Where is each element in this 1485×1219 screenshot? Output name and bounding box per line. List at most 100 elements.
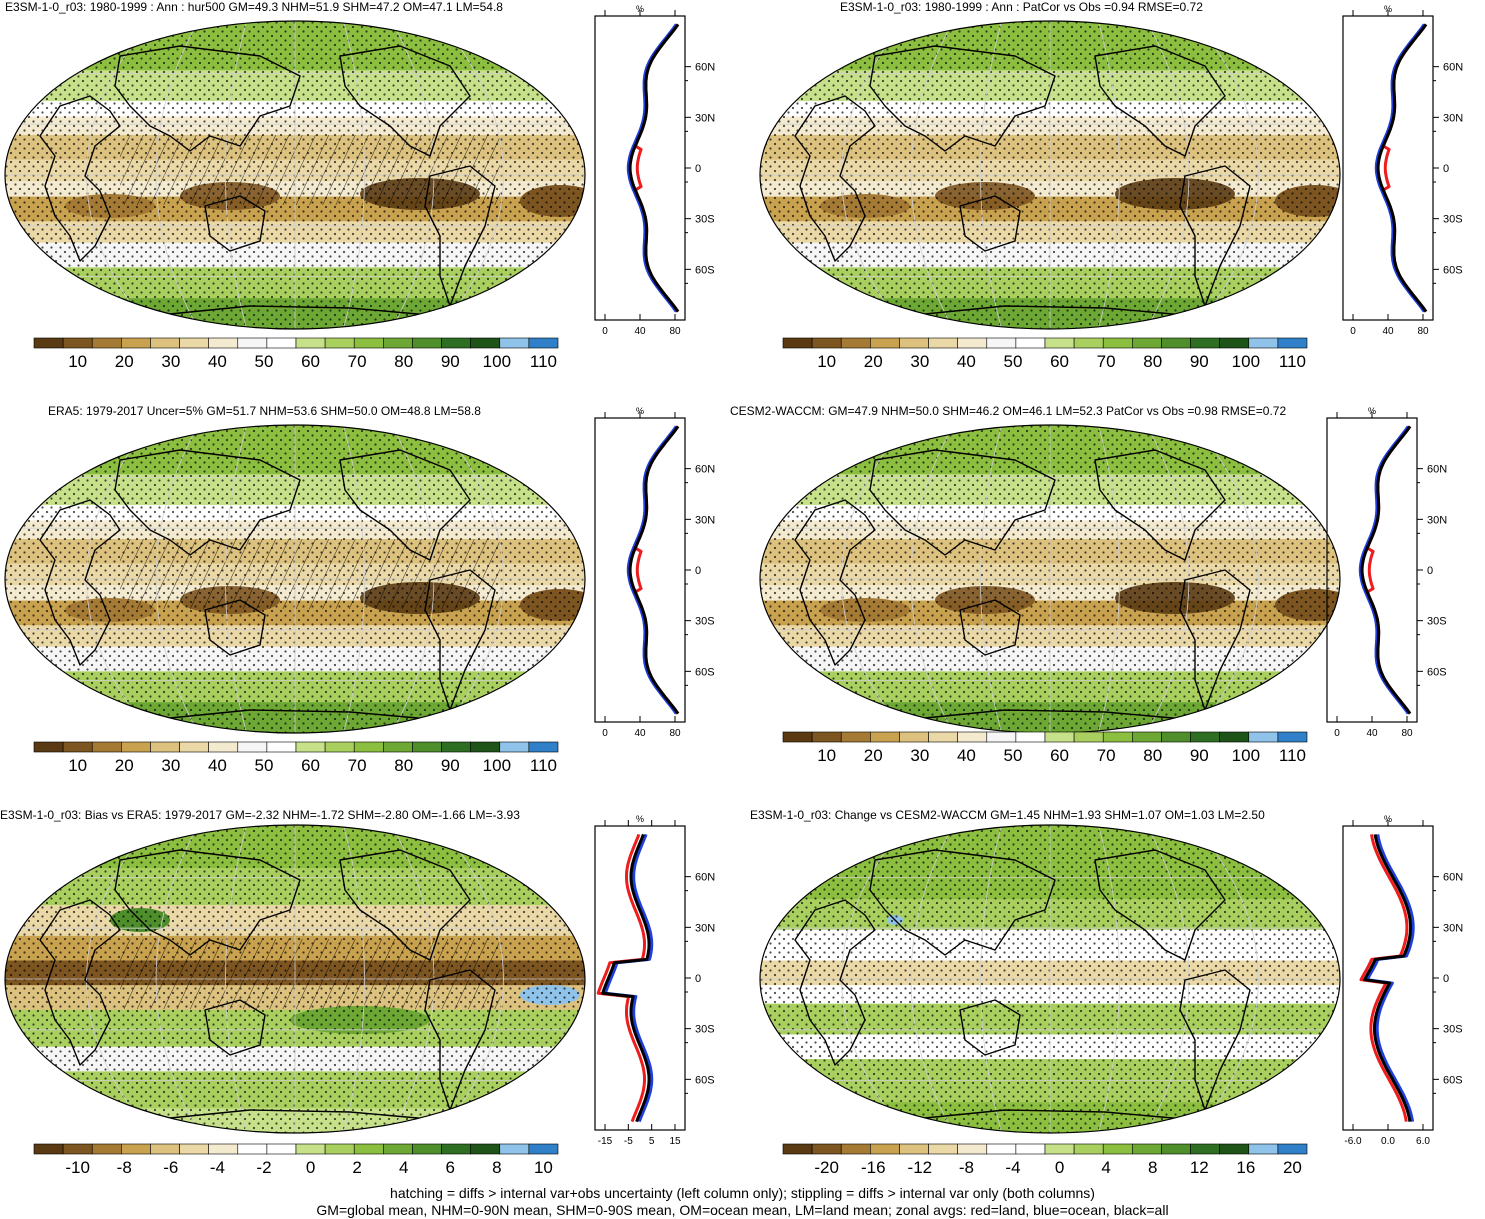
zonal-mean-plot: % 60N 30N 0 30S 60S 0 40 80 xyxy=(594,4,715,337)
zonal-lat-label: 30S xyxy=(1443,214,1463,226)
zonal-lat-label: 30S xyxy=(1427,616,1447,628)
figure-footnote: hatching = diffs > internal var+obs unce… xyxy=(0,1185,1485,1219)
zonal-x-label: 6.0 xyxy=(1416,1136,1430,1147)
zonal-lat-label: 30N xyxy=(1443,922,1463,934)
zonal-lat-label: 60S xyxy=(1443,264,1463,276)
colorbar-tick-label: 110 xyxy=(530,756,557,775)
zonal-lat-label: 30N xyxy=(695,112,715,124)
zonal-x-label: -6.0 xyxy=(1344,1136,1362,1147)
colorbar-tick-label: 60 xyxy=(1050,746,1069,765)
zonal-x-label: 15 xyxy=(669,1136,681,1147)
zonal-lat-label: 30S xyxy=(695,1024,715,1036)
zonal-lat-label: 60S xyxy=(695,1074,715,1086)
zonal-lat-label: 60N xyxy=(695,62,715,74)
colorbar-tick-label: 90 xyxy=(441,352,460,371)
zonal-x-label: 40 xyxy=(1366,728,1378,739)
colorbar-tick-label: 60 xyxy=(1050,352,1069,371)
colorbar-tick-label: 20 xyxy=(864,352,883,371)
colorbar-tick-label: 70 xyxy=(348,756,367,775)
colorbar-tick-label: 2 xyxy=(352,1158,361,1177)
zonal-lat-label: 60S xyxy=(695,666,715,678)
colorbar-tick-label: 20 xyxy=(1283,1158,1302,1177)
colorbar-tick-label: 4 xyxy=(399,1158,408,1177)
colorbar-tick-label: 50 xyxy=(255,756,274,775)
colorbar-tick-label: 80 xyxy=(1143,746,1162,765)
zonal-lat-label: 30N xyxy=(1443,112,1463,124)
footnote-line-1: hatching = diffs > internal var+obs unce… xyxy=(390,1185,1095,1201)
colorbar-tick-label: 40 xyxy=(957,746,976,765)
colorbar: 10 20 30 40 50 60 70 80 90 100 110 xyxy=(782,337,1308,371)
colorbar-tick-label: 8 xyxy=(492,1158,501,1177)
colorbar: 10 20 30 40 50 60 70 80 90 100 110 xyxy=(33,741,559,775)
zonal-mean-plot: % 60N 30N 0 30S 60S 0 40 80 xyxy=(594,406,715,739)
colorbar-tick-label: 10 xyxy=(68,756,87,775)
colorbar-tick-label: -8 xyxy=(959,1158,974,1177)
panel-title: E3SM-1-0_r03: Change vs CESM2-WACCM GM=1… xyxy=(750,808,1265,822)
colorbar-tick-label: 6 xyxy=(446,1158,455,1177)
zonal-lat-label: 30S xyxy=(695,616,715,628)
world-map xyxy=(4,424,586,734)
colorbar: -10 -8 -6 -4 -2 0 2 4 6 8 10 xyxy=(33,1143,559,1177)
colorbar-tick-label: 30 xyxy=(161,352,180,371)
zonal-x-label: 80 xyxy=(669,728,681,739)
colorbar-tick-label: 110 xyxy=(1279,746,1306,765)
zonal-unit-label: % xyxy=(1384,4,1392,14)
colorbar-tick-label: -16 xyxy=(861,1158,886,1177)
panel-era5: ERA5: 1979-2017 Uncer=5% GM=51.7 NHM=53.… xyxy=(0,404,740,784)
zonal-lat-label: 60S xyxy=(1443,1074,1463,1086)
zonal-x-label: 80 xyxy=(1401,728,1413,739)
colorbar-tick-label: 20 xyxy=(115,756,134,775)
zonal-lat-label: 0 xyxy=(1427,565,1433,577)
zonal-lat-label: 30S xyxy=(695,214,715,226)
colorbar-tick-label: -6 xyxy=(163,1158,178,1177)
world-map xyxy=(4,20,586,330)
colorbar: 10 20 30 40 50 60 70 80 90 100 110 xyxy=(782,731,1308,765)
panel-hur500-e3sm: E3SM-1-0_r03: 1980-1999 : Ann : hur500 G… xyxy=(0,0,740,380)
zonal-x-label: 80 xyxy=(669,326,681,337)
world-map xyxy=(759,824,1341,1134)
panel-cesm2-waccm: CESM2-WACCM: GM=47.9 NHM=50.0 SHM=46.2 O… xyxy=(730,404,1485,784)
world-map xyxy=(759,20,1341,330)
panel-title: E3SM-1-0_r03: 1980-1999 : Ann : PatCor v… xyxy=(840,0,1203,14)
zonal-lat-label: 0 xyxy=(695,973,701,985)
panel-bias-vs-era5: E3SM-1-0_r03: Bias vs ERA5: 1979-2017 GM… xyxy=(0,808,740,1188)
zonal-lat-label: 60N xyxy=(1427,464,1447,476)
zonal-lat-label: 0 xyxy=(695,565,701,577)
colorbar-tick-label: 10 xyxy=(817,352,836,371)
colorbar-tick-label: 50 xyxy=(1004,746,1023,765)
colorbar-tick-label: 80 xyxy=(1143,352,1162,371)
zonal-lat-label: 30N xyxy=(695,922,715,934)
zonal-lat-label: 60S xyxy=(1427,666,1447,678)
colorbar-tick-label: 60 xyxy=(301,352,320,371)
zonal-unit-label: % xyxy=(636,406,644,416)
zonal-x-label: 0 xyxy=(602,326,608,337)
zonal-x-label: 80 xyxy=(1417,326,1429,337)
zonal-x-label: 0.0 xyxy=(1381,1136,1395,1147)
zonal-lat-label: 60N xyxy=(1443,62,1463,74)
colorbar-tick-label: 40 xyxy=(208,352,227,371)
colorbar-tick-label: 100 xyxy=(483,352,511,371)
zonal-x-label: 0 xyxy=(1350,326,1356,337)
zonal-lat-label: 60N xyxy=(1443,872,1463,884)
colorbar-tick-label: 110 xyxy=(530,352,557,371)
colorbar-tick-label: 70 xyxy=(1097,746,1116,765)
zonal-lat-label: 60N xyxy=(695,464,715,476)
colorbar-tick-label: 40 xyxy=(957,352,976,371)
colorbar-tick-label: 90 xyxy=(1190,746,1209,765)
colorbar: 10 20 30 40 50 60 70 80 90 100 110 xyxy=(33,337,559,371)
colorbar-tick-label: 80 xyxy=(394,352,413,371)
zonal-x-label: 0 xyxy=(602,728,608,739)
world-map xyxy=(759,424,1341,734)
colorbar-tick-label: 110 xyxy=(1279,352,1306,371)
panel-title: E3SM-1-0_r03: 1980-1999 : Ann : hur500 G… xyxy=(5,0,503,14)
zonal-lat-label: 30S xyxy=(1443,1024,1463,1036)
colorbar-tick-label: 50 xyxy=(1004,352,1023,371)
zonal-mean-plot: % 60N 30N 0 30S 60S -6.0 0.0 6.0 xyxy=(1342,814,1463,1147)
colorbar-tick-label: -8 xyxy=(117,1158,132,1177)
colorbar: -20 -16 -12 -8 -4 0 4 8 12 16 20 xyxy=(782,1143,1308,1177)
colorbar-tick-label: 12 xyxy=(1190,1158,1209,1177)
zonal-x-label: 5 xyxy=(649,1136,655,1147)
colorbar-tick-label: 0 xyxy=(1055,1158,1064,1177)
colorbar-tick-label: 100 xyxy=(1232,352,1260,371)
zonal-x-label: 40 xyxy=(634,326,646,337)
